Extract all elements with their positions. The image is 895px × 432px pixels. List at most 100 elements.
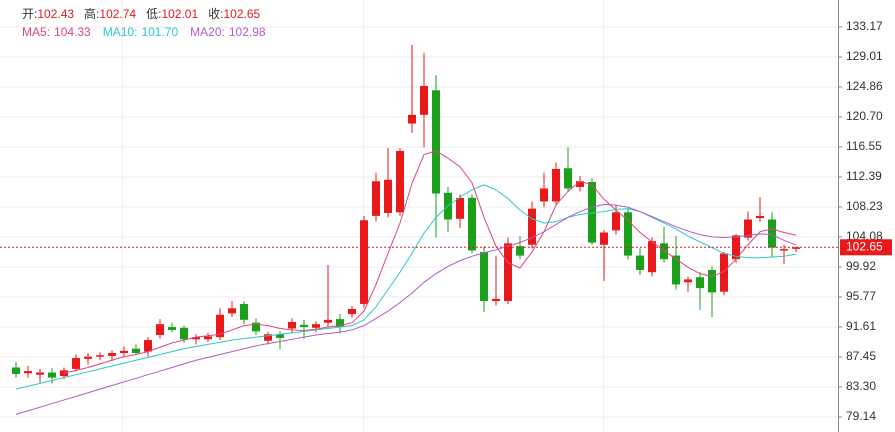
candle-body: [684, 279, 692, 283]
header-value: 102.65: [223, 7, 260, 21]
candle-body: [312, 324, 320, 328]
header-value: 102.74: [99, 7, 136, 21]
candle-body: [252, 322, 260, 332]
plot: 102.65: [0, 44, 892, 415]
candle-body: [792, 247, 800, 249]
y-tick-label: 91.61: [846, 319, 876, 333]
y-tick-label: 120.70: [846, 109, 883, 123]
y-tick-label: 116.55: [846, 139, 882, 153]
candle-body: [756, 215, 764, 219]
legend-name: MA20: [190, 25, 222, 39]
candle-body: [552, 168, 560, 202]
legend-value: 102.98: [229, 25, 266, 39]
header-label: 高:: [84, 6, 99, 21]
candle-body: [60, 370, 68, 377]
candle-body: [240, 303, 248, 320]
candle-body: [648, 241, 656, 273]
candle-body: [168, 327, 176, 330]
candle-body: [720, 253, 728, 292]
legend-name: MA5: [22, 25, 47, 39]
y-tick-label: 124.86: [846, 79, 883, 93]
candle-body: [468, 197, 476, 251]
header-value: 102.01: [161, 7, 198, 21]
candle-body: [504, 243, 512, 302]
header-label: 开:: [22, 7, 37, 21]
y-tick-label: 108.23: [846, 199, 883, 213]
legend-name: MA10: [103, 25, 135, 39]
candle-body: [324, 319, 332, 323]
candle-body: [708, 270, 716, 293]
y-tick-label: 87.45: [846, 349, 876, 363]
last-price-box: [840, 239, 892, 256]
header: 开: 102.43 高: 102.74 低: 102.01 收: 102.65MA5:104.…: [22, 6, 266, 39]
candle-body: [672, 255, 680, 285]
candle-body: [612, 212, 620, 231]
candle-body: [516, 246, 524, 256]
candle-body: [180, 327, 188, 340]
candle-body: [84, 356, 92, 359]
y-tick-label: 83.30: [846, 379, 876, 393]
y-tick-label: 79.14: [846, 409, 876, 423]
candle-body: [396, 150, 404, 213]
candle-body: [744, 219, 752, 238]
candle-body: [456, 197, 464, 219]
candle-body: [156, 324, 164, 335]
candle-body: [360, 220, 368, 304]
candle-body: [336, 319, 344, 328]
candle-body: [96, 355, 104, 357]
candle-body: [372, 181, 380, 216]
candle-body: [12, 367, 20, 374]
candle-body: [480, 251, 488, 302]
candle-body: [288, 321, 296, 329]
candle-body: [192, 337, 200, 340]
ma-line: [15, 203, 797, 415]
candle-body: [276, 334, 284, 338]
legend-sep: :: [47, 25, 50, 39]
candle-body: [48, 372, 56, 378]
candle-body: [540, 188, 548, 202]
candle-body: [696, 277, 704, 289]
legend-value: 104.33: [54, 25, 91, 39]
ma-line: [15, 184, 797, 390]
legend-value: 101.70: [141, 25, 178, 39]
candle-body: [348, 309, 356, 315]
candle-body: [72, 358, 80, 369]
legend-sep: :: [134, 25, 137, 39]
candle-body: [228, 308, 236, 314]
y-tick-label: 95.77: [846, 289, 876, 303]
header-value: 102.43: [37, 7, 74, 21]
legend-sep: :: [222, 25, 225, 39]
candle-body: [264, 334, 272, 341]
candle-body: [120, 350, 128, 354]
candle-body: [636, 255, 644, 271]
candle-body: [216, 314, 224, 338]
candle-body: [780, 249, 788, 251]
candle-body: [528, 208, 536, 245]
candle-body: [420, 85, 428, 115]
y-tick-label: 133.17: [846, 19, 883, 33]
candle-body: [384, 179, 392, 214]
candle-body: [432, 90, 440, 194]
ma-line: [63, 150, 797, 374]
candle-body: [624, 212, 632, 256]
candle-body: [132, 348, 140, 354]
candle-body: [204, 336, 212, 340]
header-label: 低:: [146, 7, 161, 21]
last-price-label: 102.65: [846, 239, 883, 253]
y-tick-label: 129.01: [846, 49, 883, 63]
candle-body: [492, 298, 500, 302]
candle-body: [600, 232, 608, 245]
candle-body: [408, 114, 416, 124]
y-tick-label: 112.39: [846, 169, 882, 183]
grid: 133.17 129.01 124.86 120.70 116.55 112.39 108.…: [0, 19, 883, 423]
y-tick-label: 99.92: [846, 259, 876, 273]
candle-body: [144, 340, 152, 352]
candle-body: [768, 219, 776, 248]
candle-body: [576, 181, 584, 188]
candle-body: [660, 243, 668, 260]
candle-body: [300, 324, 308, 328]
candle-body: [24, 371, 32, 374]
candle-body: [564, 168, 572, 189]
header-label: 收:: [208, 7, 223, 21]
